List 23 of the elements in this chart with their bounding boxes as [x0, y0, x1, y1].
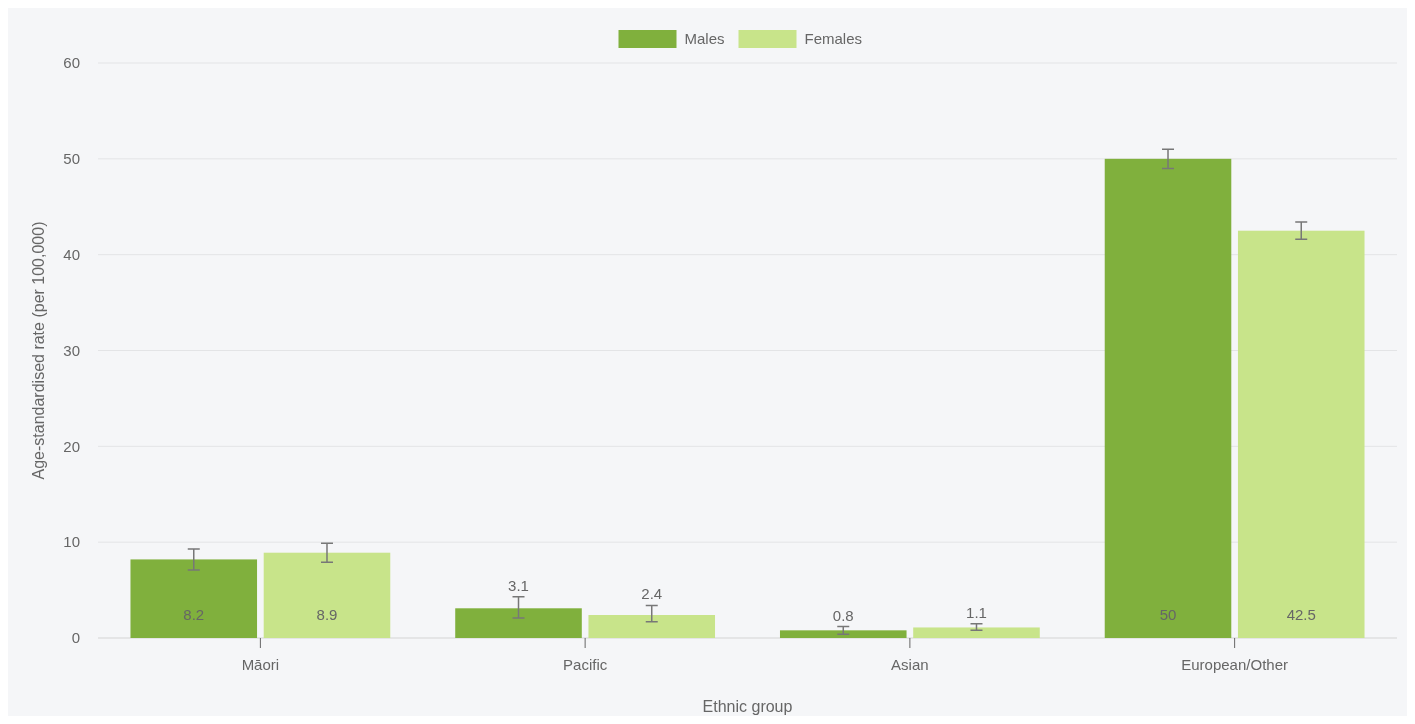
data-label: 2.4	[641, 585, 663, 603]
y-tick-label: 20	[63, 437, 80, 455]
x-tick-label: Asian	[891, 656, 929, 673]
data-label: 42.5	[1286, 606, 1316, 623]
data-label: 3.1	[508, 576, 529, 594]
y-axis-title: Age-standardised rate (per 100,000)	[30, 221, 47, 480]
data-label: 50	[1159, 606, 1177, 623]
legend-label: Males	[684, 30, 725, 47]
legend-label: Females	[804, 30, 863, 47]
x-axis-title: Ethnic group	[702, 698, 793, 715]
data-label: 8.2	[183, 606, 205, 623]
y-tick-label: 50	[63, 150, 80, 168]
x-tick-label: European/Other	[1181, 656, 1288, 673]
y-tick-label: 0	[71, 629, 80, 647]
data-label: 0.8	[832, 606, 854, 624]
x-tick-label: Māori	[241, 656, 280, 673]
y-tick-label: 30	[63, 341, 80, 359]
x-tick-label: Pacific	[563, 656, 608, 673]
y-tick-label: 10	[63, 533, 80, 551]
y-tick-label: 60	[63, 54, 80, 72]
data-label: 8.9	[316, 606, 338, 623]
y-tick-label: 40	[63, 245, 80, 263]
data-label: 1.1	[966, 603, 987, 621]
